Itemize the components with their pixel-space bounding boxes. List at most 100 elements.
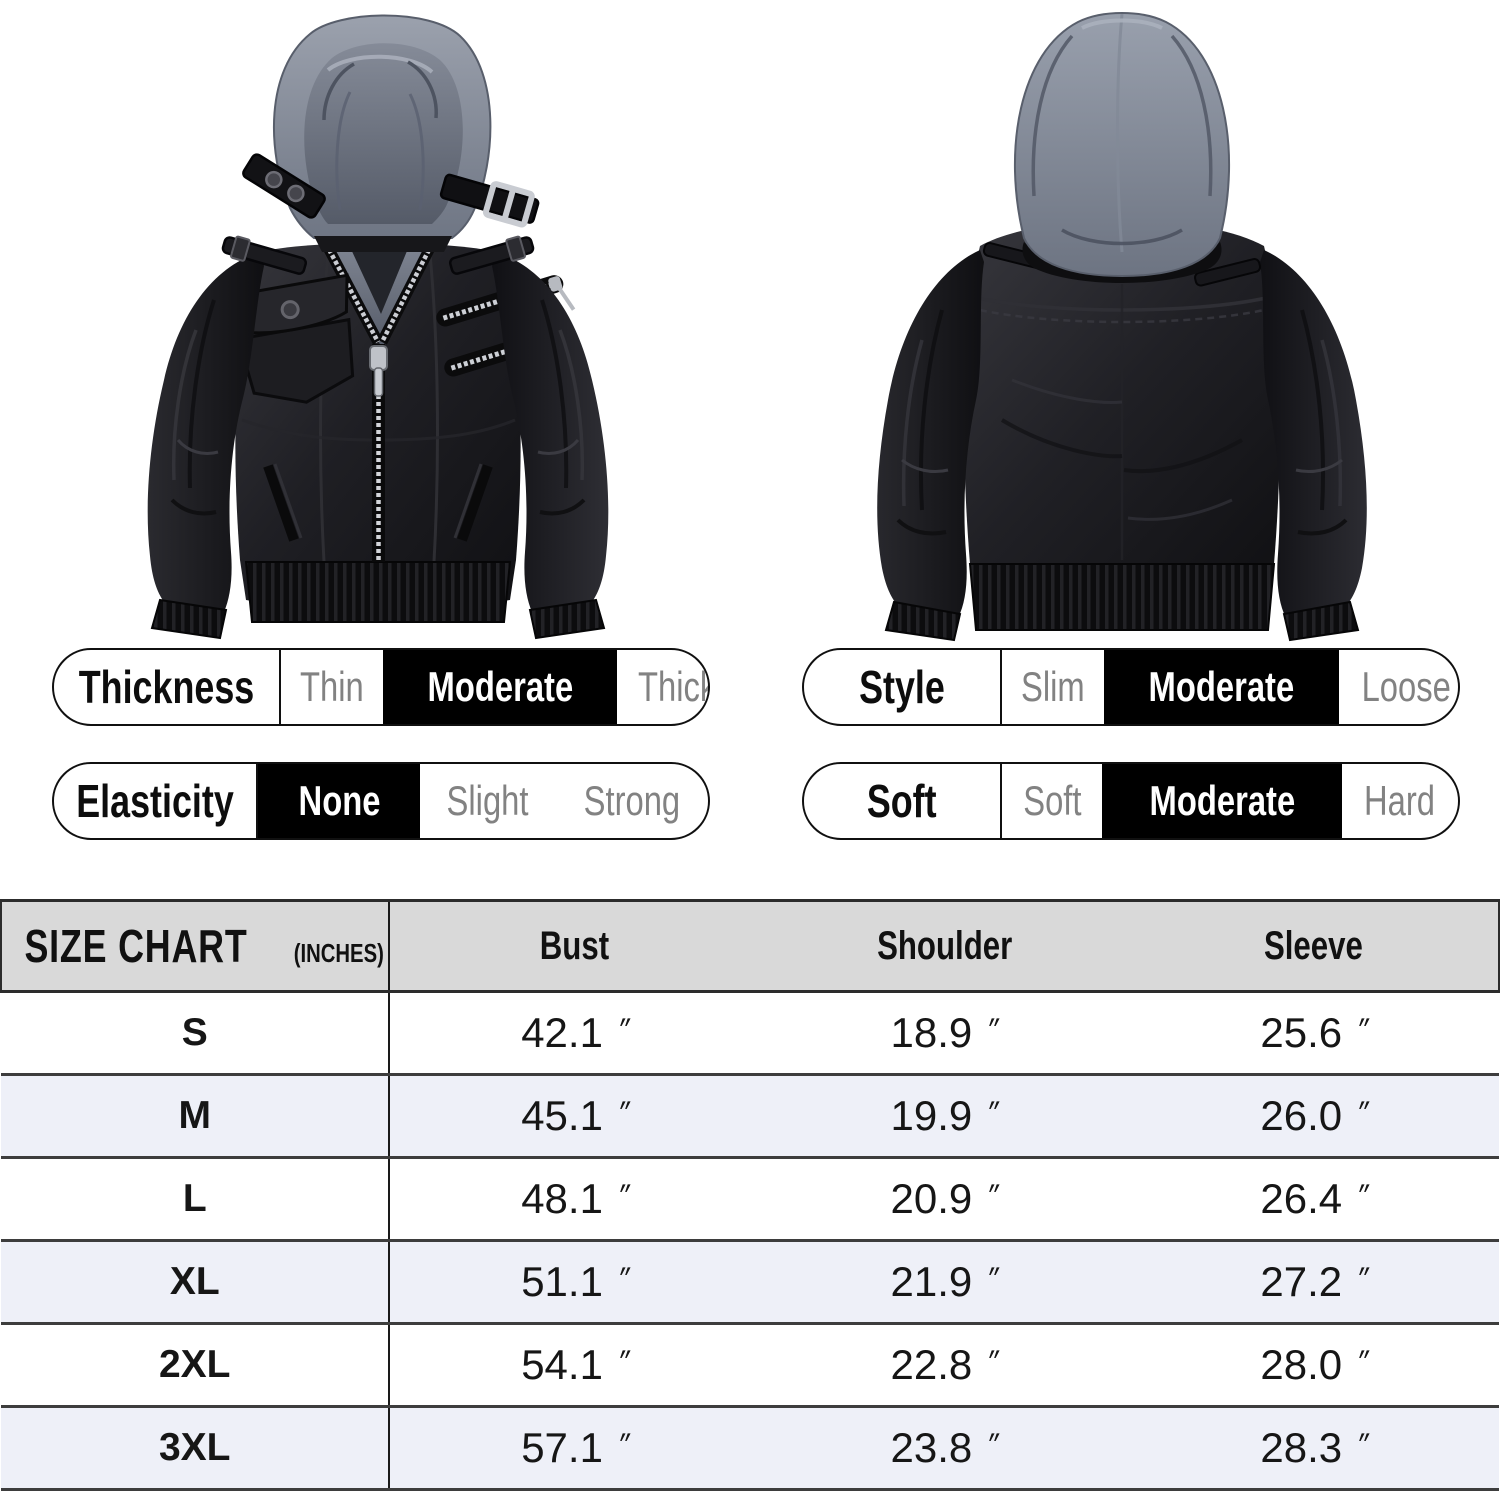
- inch-mark: ″: [983, 1096, 1002, 1129]
- column-header-shoulder: Shoulder: [759, 899, 1130, 993]
- option-slim-text: Slim: [1021, 663, 1085, 710]
- table-row-3xl: 3XL 57.1 ″ 23.8 ″ 28.3 ″: [1, 1406, 1499, 1491]
- sleeve-value-text: 28.0: [1260, 1341, 1343, 1388]
- table-row-l: L 48.1 ″ 20.9 ″ 26.4 ″: [1, 1157, 1499, 1242]
- bust-value: 51.1 ″: [389, 1240, 760, 1325]
- jacket-front-right-sleeve: [492, 252, 609, 640]
- shoulder-value-text: 20.9: [890, 1175, 973, 1222]
- option-moderate-text: Moderate: [427, 663, 573, 710]
- sleeve-value: 25.6 ″: [1129, 991, 1499, 1076]
- size-label-text: S: [181, 1011, 208, 1054]
- jacket-front-collar-snap-strap: [242, 153, 326, 219]
- product-photos: [0, 0, 1500, 648]
- option-none-selected: None: [258, 764, 421, 838]
- inch-mark: ″: [614, 1096, 633, 1129]
- sleeve-value-text: 25.6: [1260, 1009, 1343, 1056]
- column-header-sleeve-text: Sleeve: [1264, 923, 1364, 968]
- option-slight: Slight: [420, 764, 554, 838]
- pill-style: Style Slim Moderate Loose: [802, 648, 1460, 726]
- shoulder-value-text: 21.9: [890, 1258, 973, 1305]
- pill-soft-label: Soft: [804, 764, 1000, 838]
- column-header-bust: Bust: [389, 899, 760, 993]
- option-none-text: None: [298, 777, 381, 824]
- inch-mark: ″: [614, 1179, 633, 1212]
- option-moderate-text: Moderate: [1148, 663, 1295, 710]
- pill-thickness-options: Thin Moderate Thick: [279, 650, 710, 724]
- column-header-bust-text: Bust: [540, 923, 610, 968]
- jacket-front-epaulettes: [221, 235, 535, 275]
- bust-value: 45.1 ″: [389, 1074, 760, 1159]
- inch-mark: ″: [1353, 1179, 1372, 1212]
- jacket-front-hood: [273, 14, 492, 252]
- option-loose-text: Loose: [1361, 663, 1451, 710]
- jacket-front-hem-rib: [244, 561, 512, 623]
- size-label: XL: [1, 1240, 391, 1325]
- pill-elasticity: Elasticity None Slight Strong: [52, 762, 710, 840]
- jacket-front-main-zipper: [369, 344, 388, 562]
- jacket-back-right-sleeve: [1260, 250, 1367, 642]
- jacket-back-photo: [772, 0, 1472, 645]
- inch-mark: ″: [1353, 1345, 1372, 1378]
- pill-soft-options: Soft Moderate Hard: [1000, 764, 1458, 838]
- jacket-front-collar-opening: [318, 230, 440, 348]
- inch-mark: ″: [1353, 1428, 1372, 1461]
- option-slim: Slim: [1002, 650, 1104, 724]
- bust-value: 57.1 ″: [389, 1406, 760, 1491]
- shoulder-value-text: 18.9: [890, 1009, 973, 1056]
- inch-mark: ″: [983, 1428, 1002, 1461]
- option-thin: Thin: [281, 650, 383, 724]
- size-label: 2XL: [1, 1323, 391, 1408]
- option-thick-text: Thick: [638, 663, 710, 710]
- jacket-back-illustration: [877, 12, 1367, 642]
- shoulder-value-text: 22.8: [890, 1341, 973, 1388]
- option-moderate-text: Moderate: [1149, 777, 1295, 824]
- bust-value: 54.1 ″: [389, 1323, 760, 1408]
- option-slight-text: Slight: [446, 777, 529, 824]
- jacket-front-collar-buckle-strap: [439, 173, 540, 228]
- option-hard: Hard: [1342, 764, 1458, 838]
- pill-elasticity-label: Elasticity: [54, 764, 256, 838]
- column-header-shoulder-text: Shoulder: [876, 923, 1012, 968]
- size-label: S: [1, 991, 391, 1076]
- sleeve-value: 26.0 ″: [1129, 1074, 1499, 1159]
- inch-mark: ″: [1353, 1013, 1372, 1046]
- option-strong: Strong: [555, 764, 708, 838]
- table-row-s: S 42.1 ″ 18.9 ″ 25.6 ″: [1, 991, 1499, 1076]
- bust-value-text: 48.1: [521, 1175, 603, 1222]
- inch-mark: ″: [614, 1262, 633, 1295]
- size-label-text: M: [178, 1094, 211, 1137]
- jacket-back-left-sleeve: [877, 250, 984, 642]
- inch-mark: ″: [983, 1262, 1002, 1295]
- bust-value-text: 45.1: [521, 1092, 603, 1139]
- size-label: L: [1, 1157, 391, 1242]
- option-hard-text: Hard: [1364, 777, 1436, 824]
- shoulder-value: 23.8 ″: [759, 1406, 1130, 1491]
- jacket-back-hood: [1014, 12, 1230, 283]
- size-label: 3XL: [1, 1406, 391, 1491]
- size-chart-header: SIZE CHART (INCHES) Bust Shoulder Sleeve: [0, 899, 1500, 993]
- inch-mark: ″: [614, 1428, 633, 1461]
- table-row-xl: XL 51.1 ″ 21.9 ″ 27.2 ″: [1, 1240, 1499, 1325]
- jacket-front-photo: [28, 0, 728, 645]
- size-label-text: 2XL: [158, 1343, 231, 1386]
- sleeve-value-text: 27.2: [1260, 1258, 1343, 1305]
- shoulder-value-text: 23.8: [890, 1424, 973, 1471]
- bust-value: 42.1 ″: [389, 991, 760, 1076]
- pill-soft-label-text: Soft: [867, 775, 937, 827]
- bust-value-text: 57.1: [521, 1424, 603, 1471]
- inch-mark: ″: [983, 1179, 1002, 1212]
- pill-style-label: Style: [804, 650, 1000, 724]
- jacket-front-illustration: [147, 14, 609, 640]
- inch-mark: ″: [614, 1013, 633, 1046]
- sleeve-value-text: 26.4: [1260, 1175, 1343, 1222]
- size-label-text: XL: [169, 1260, 220, 1303]
- inch-mark: ″: [983, 1013, 1002, 1046]
- sleeve-value: 27.2 ″: [1129, 1240, 1499, 1325]
- bust-value-text: 54.1: [521, 1341, 603, 1388]
- sleeve-value: 28.0 ″: [1129, 1323, 1499, 1408]
- shoulder-value: 20.9 ″: [759, 1157, 1130, 1242]
- option-loose: Loose: [1339, 650, 1458, 724]
- size-chart-title: SIZE CHART (INCHES): [2, 919, 388, 973]
- shoulder-value: 19.9 ″: [759, 1074, 1130, 1159]
- pill-elasticity-label-text: Elasticity: [76, 775, 234, 827]
